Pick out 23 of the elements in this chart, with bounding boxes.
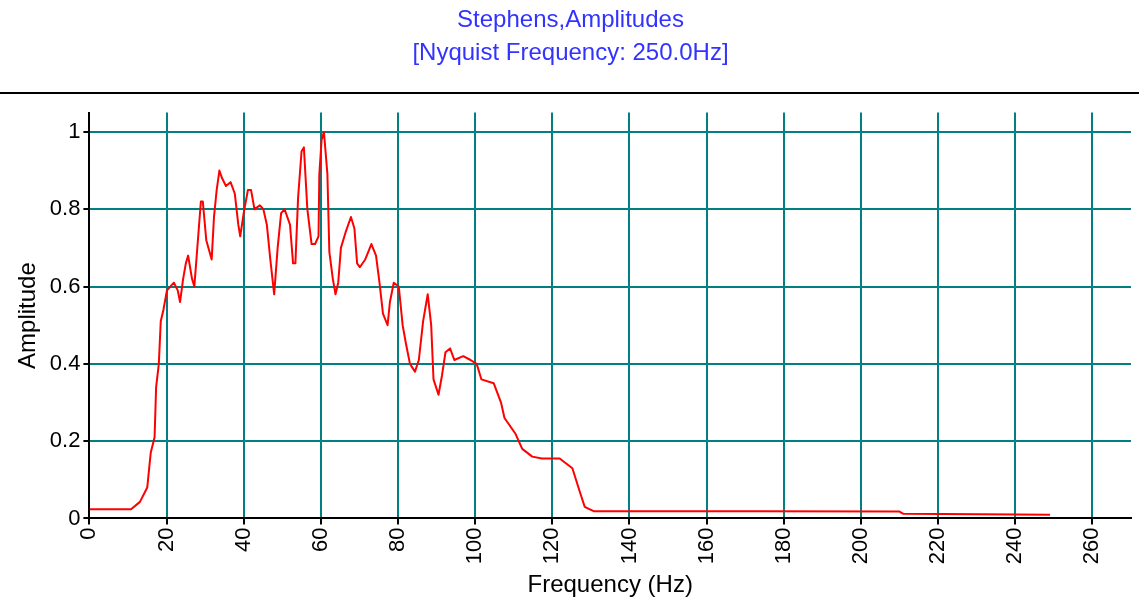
y-tick-label: 0.4 (49, 349, 81, 375)
x-tick-label: 80 (384, 527, 410, 552)
y-axis-title: Amplitude (13, 262, 41, 369)
y-tick-label: 1 (68, 117, 81, 143)
x-tick-label: 240 (1001, 527, 1027, 565)
x-tick-label: 60 (306, 527, 332, 552)
x-tick-label: 140 (615, 527, 641, 565)
y-tick-label: 0.2 (49, 427, 81, 453)
y-tick-label: 0.8 (49, 195, 81, 221)
chart-subtitle: [Nyquist Frequency: 250.0Hz] (412, 37, 729, 65)
x-tick-label: 160 (692, 527, 718, 565)
y-tick-label: 0 (68, 504, 81, 530)
x-tick-label: 20 (152, 527, 178, 552)
x-tick-label: 180 (769, 527, 795, 565)
x-tick-label: 120 (538, 527, 564, 565)
x-tick-label: 220 (924, 527, 950, 565)
x-tick-label: 200 (847, 527, 873, 565)
x-tick-label: 100 (461, 527, 487, 565)
x-tick-label: 260 (1078, 527, 1104, 565)
x-tick-label: 40 (229, 527, 255, 552)
x-axis-title: Frequency (Hz) (527, 570, 693, 598)
y-tick-label: 0.6 (49, 272, 81, 298)
chart-title: Stephens,Amplitudes (457, 5, 684, 33)
